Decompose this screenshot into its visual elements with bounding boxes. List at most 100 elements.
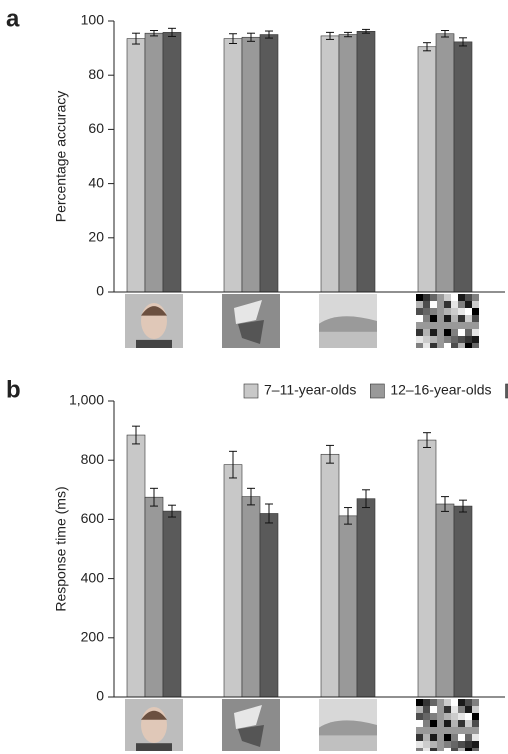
noise (416, 734, 423, 741)
y-axis-label: Percentage accuracy (53, 91, 69, 223)
stimulus-image (319, 699, 377, 751)
noise (423, 699, 430, 706)
noise (458, 322, 465, 329)
noise (465, 322, 472, 329)
bar (357, 31, 375, 292)
noise (430, 699, 437, 706)
y-tick-label: 0 (96, 283, 104, 299)
noise (430, 301, 437, 308)
bar (127, 435, 145, 697)
noise (465, 301, 472, 308)
noise (423, 336, 430, 343)
noise (465, 308, 472, 315)
noise (437, 308, 444, 315)
noise (458, 706, 465, 713)
noise (465, 706, 472, 713)
noise (423, 713, 430, 720)
noise (444, 301, 451, 308)
noise (437, 699, 444, 706)
noise (437, 748, 444, 751)
panel-label: a (6, 5, 20, 32)
noise (430, 336, 437, 343)
noise (444, 294, 451, 301)
noise (437, 336, 444, 343)
noise (472, 301, 479, 308)
noise (437, 343, 444, 348)
noise (437, 322, 444, 329)
noise (451, 308, 458, 315)
bar (224, 39, 242, 292)
bar (163, 32, 181, 292)
noise (416, 748, 423, 751)
noise (416, 301, 423, 308)
noise (430, 734, 437, 741)
stimulus-image (319, 294, 377, 348)
noise (430, 748, 437, 751)
noise (437, 713, 444, 720)
bar (321, 36, 339, 292)
bar (418, 440, 436, 697)
bar (454, 506, 472, 697)
noise (458, 727, 465, 734)
noise (444, 748, 451, 751)
noise (444, 734, 451, 741)
noise (423, 294, 430, 301)
noise (416, 336, 423, 343)
noise (416, 308, 423, 315)
noise (416, 315, 423, 322)
bar (145, 497, 163, 697)
bar (436, 504, 454, 697)
noise (451, 301, 458, 308)
noise (458, 748, 465, 751)
noise (472, 343, 479, 348)
noise (444, 741, 451, 748)
noise (444, 329, 451, 336)
noise (430, 322, 437, 329)
y-tick-label: 20 (88, 229, 104, 245)
noise (465, 315, 472, 322)
bar (418, 47, 436, 292)
noise (458, 720, 465, 727)
noise (430, 343, 437, 348)
noise (451, 727, 458, 734)
noise (451, 713, 458, 720)
sand (319, 735, 377, 751)
noise (472, 727, 479, 734)
noise (444, 315, 451, 322)
stimulus-image (416, 294, 479, 348)
bar (454, 42, 472, 292)
noise (430, 720, 437, 727)
noise (444, 343, 451, 348)
stimulus-image (125, 294, 183, 348)
noise (444, 699, 451, 706)
noise (472, 336, 479, 343)
noise (444, 713, 451, 720)
noise (423, 322, 430, 329)
noise (416, 727, 423, 734)
noise (430, 706, 437, 713)
bar (242, 497, 260, 697)
noise (416, 699, 423, 706)
y-tick-label: 600 (81, 510, 105, 526)
noise (458, 734, 465, 741)
noise (472, 329, 479, 336)
y-tick-label: 200 (81, 629, 105, 645)
bar (357, 499, 375, 697)
noise (444, 308, 451, 315)
noise (465, 741, 472, 748)
noise (465, 699, 472, 706)
noise (423, 706, 430, 713)
y-tick-label: 80 (88, 66, 104, 82)
noise (437, 294, 444, 301)
legend-swatch (244, 384, 258, 398)
noise (423, 329, 430, 336)
noise (416, 343, 423, 348)
noise (437, 734, 444, 741)
noise (430, 727, 437, 734)
noise (430, 741, 437, 748)
noise (444, 322, 451, 329)
noise (430, 294, 437, 301)
noise (437, 706, 444, 713)
noise (458, 699, 465, 706)
noise (451, 336, 458, 343)
